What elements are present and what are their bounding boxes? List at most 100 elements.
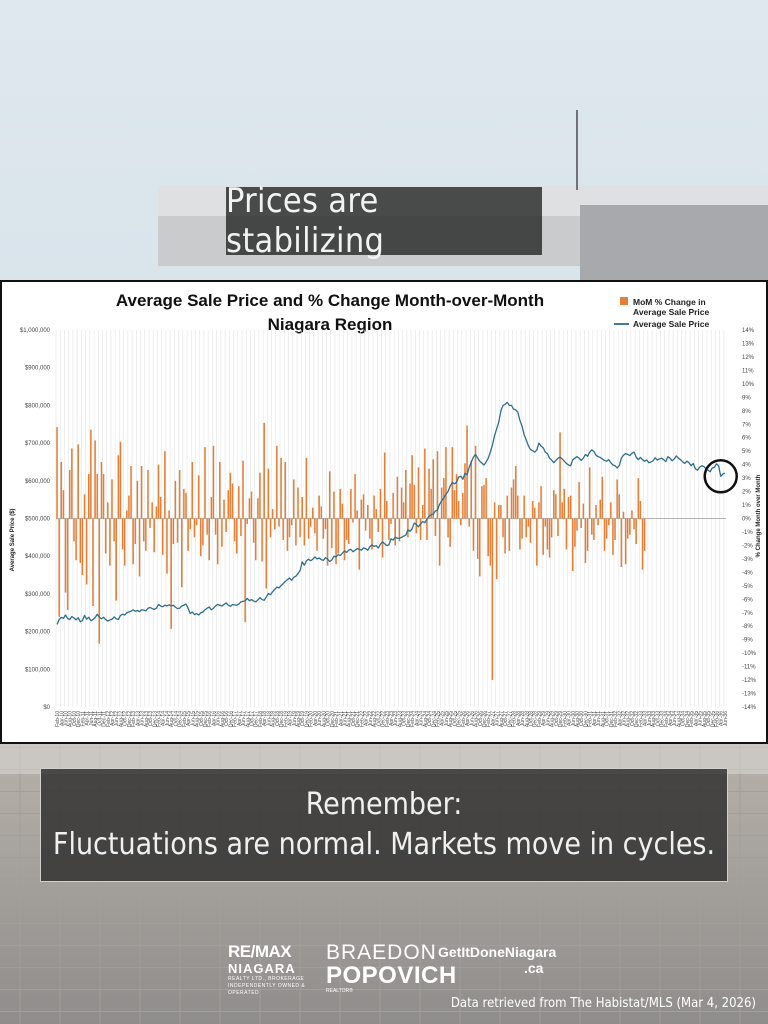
bar-mom-change [208,518,210,561]
bar-mom-change [466,425,468,519]
bar-mom-change [343,518,346,561]
bar-series [56,422,646,681]
x-tick-label: Dec-31 [609,711,615,727]
bar-mom-change [347,518,350,545]
x-tick-label: Oct-12 [123,711,129,726]
bar-mom-change [364,518,367,531]
x-tick-label: Aug-23 [397,711,403,727]
bar-mom-change [189,518,191,530]
bar-mom-change [375,509,377,519]
x-tick-label: Apr-34 [668,711,674,726]
bar-mom-change [96,474,98,519]
bar-mom-change [552,490,555,519]
bar-mom-change [142,518,145,542]
bar-mom-change [140,465,143,519]
bar-mom-change [495,518,498,580]
bar-mom-change [629,518,631,535]
y-tick-label: $900,000 [25,366,51,372]
x-tick-label: Oct-33 [655,711,661,726]
bar-mom-change [428,468,430,519]
bar-mom-change [398,518,401,542]
x-tick-label: Oct-29 [554,711,560,726]
x-tick-label: Feb-12 [106,711,112,727]
bar-mom-change [519,518,521,550]
agent-last-name: POPOVICH [326,962,457,989]
bar-mom-change [231,483,234,519]
y2-tick-label: 5% [742,449,751,455]
bar-mom-change [502,518,504,538]
x-tick-label: Dec-22 [381,711,387,727]
x-tick-label: Oct-21 [351,711,357,726]
remax-niagara: NIAGARA [228,961,296,976]
x-tick-label: Feb-21 [334,711,340,727]
bar-mom-change [278,518,280,527]
x-tick-label: Feb-35 [689,711,695,727]
bar-mom-change [635,518,637,545]
bar-mom-change [483,484,485,519]
y2-tick-label: 9% [742,395,751,401]
x-tick-label: Aug-16 [220,711,226,727]
x-tick-label: Feb-32 [613,711,619,727]
line-series [56,401,726,625]
x-tick-label: Apr-29 [541,711,547,726]
bar-mom-change [631,510,633,519]
x-tick-label: Oct-23 [402,711,408,726]
website-link[interactable]: GetItDoneNiagara .ca [438,944,556,976]
bar-mom-change [98,518,101,644]
x-tick-label: Aug-29 [550,711,556,727]
bar-mom-change [491,518,494,681]
bar-mom-change [584,518,587,563]
bar-mom-change [324,518,327,530]
bar-mom-change [202,518,204,546]
bar-mom-change [174,480,177,519]
x-tick-label: Oct-15 [199,711,205,726]
bar-mom-change [440,487,443,519]
bar-mom-change [498,505,500,519]
x-tick-label: Apr-22 [364,711,370,726]
bar-mom-change [197,475,200,519]
bar-mom-change [119,441,122,519]
bar-mom-change [212,445,215,519]
bar-mom-change [474,445,477,519]
x-tick-label: Oct-30 [579,711,585,726]
bar-mom-change [386,500,388,519]
bar-mom-change [402,502,405,519]
x-axis-ticks: Feb-10Apr-10Jun-10Aug-10Oct-10Dec-10Feb-… [55,711,729,727]
x-tick-label: Apr-19 [288,711,294,726]
bar-mom-change [637,478,640,519]
x-tick-label: Aug-32 [626,711,632,727]
bar-mom-change [305,457,308,519]
bar-mom-change [121,518,124,550]
bar-mom-change [115,518,117,601]
bar-mom-change [58,518,60,617]
y-tick-label: $500,000 [25,517,51,523]
x-tick-label: Jun-12 [114,711,120,727]
x-tick-label: Apr-30 [567,711,573,726]
x-tick-label: Dec-25 [457,711,463,727]
bar-mom-change [90,429,92,519]
x-tick-label: Jun-17 [241,711,247,727]
bar-mom-change [591,518,593,535]
bar-mom-change [56,426,58,519]
bar-mom-change [476,518,479,559]
remax-sub: REALTY LTD., BROKERAGE [228,976,305,982]
x-tick-label: Apr-32 [617,711,623,726]
bar-mom-change [301,496,303,519]
x-tick-label: Apr-15 [186,711,192,726]
bar-mom-change [227,490,230,519]
bar-mom-change [147,470,149,519]
bar-mom-change [434,518,437,537]
x-tick-label: Apr-11 [85,711,91,726]
bar-mom-change [149,518,151,528]
y2-tick-label: -6% [742,597,753,603]
bar-mom-change [510,487,513,519]
y2-tick-label: 11% [742,368,754,374]
bar-mom-change [493,502,496,519]
x-tick-label: Dec-18 [279,711,285,727]
bar-mom-change [345,518,348,541]
bar-mom-change [273,518,276,530]
bar-mom-change [409,483,411,519]
bar-mom-change [164,451,166,519]
bar-mom-change [172,518,175,545]
bar-mom-change [104,518,107,554]
